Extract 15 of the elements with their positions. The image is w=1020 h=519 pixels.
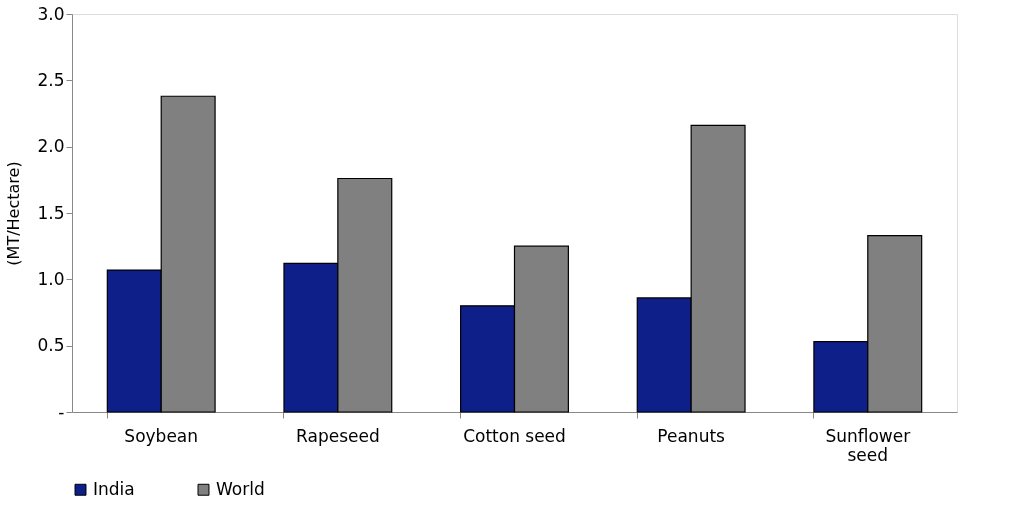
x-tick-label: Rapeseed [296, 425, 380, 446]
x-tick-label: Soybean [124, 425, 199, 446]
x-tick-label: Peanuts [657, 425, 726, 446]
y-tick-label: 0.5 [37, 335, 65, 356]
legend-label: World [216, 478, 265, 499]
y-tick-label: 2.0 [37, 136, 65, 157]
legend-label: India [93, 478, 135, 499]
x-tick-label: Sunflower seed [825, 425, 911, 465]
y-tick-label: 2.5 [37, 69, 65, 90]
y-tick-label: - [58, 401, 65, 422]
y-tick-label: 1.0 [37, 268, 65, 289]
y-tick-label: 3.0 [37, 3, 65, 24]
y-axis-title: (MT/Hectare) [4, 161, 24, 266]
y-tick-label: 1.5 [37, 202, 65, 223]
x-tick-label: Cotton seed [463, 425, 566, 446]
